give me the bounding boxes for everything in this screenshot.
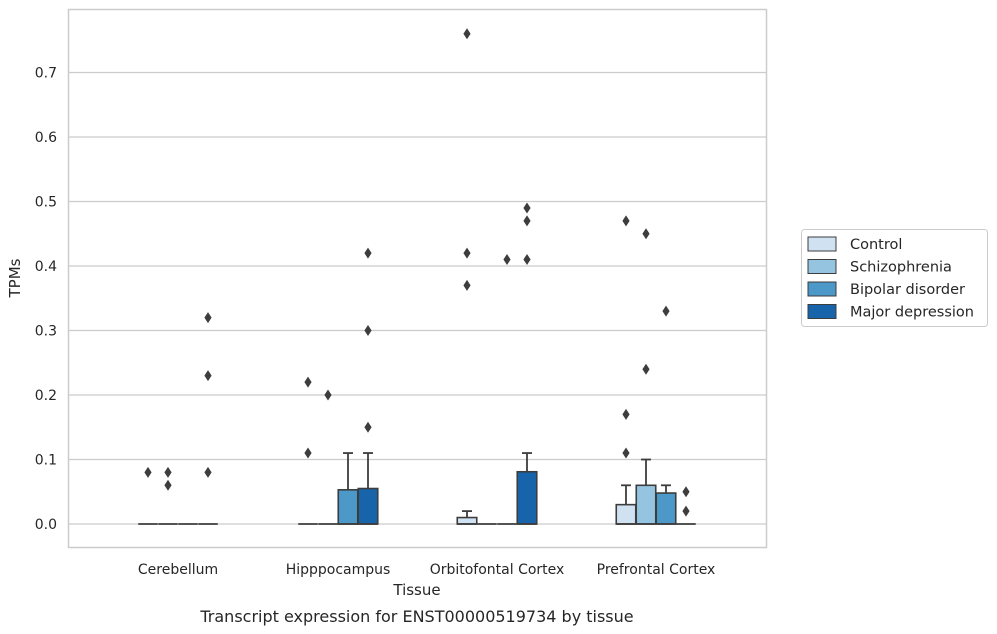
outlier-point [364,421,372,433]
outlier-point [364,247,372,259]
outlier-point [463,247,471,259]
legend-label: Control [850,237,902,253]
x-tick-labels: Cerebellum Hipppocampus Orbitofontal Corte… [138,562,715,578]
box-body [516,470,538,525]
outlier-point [523,202,531,214]
x-tick-label: Prefrontal Cortex [597,562,716,578]
box [357,452,379,525]
outlier-layer [144,28,690,517]
y-tick-label: 0.2 [35,388,57,404]
plot-frame [67,8,768,549]
box-body [456,516,478,525]
y-tick-labels: 0.0 0.1 0.2 0.3 0.4 0.5 0.6 0.7 [35,66,57,534]
outlier-point [503,254,511,266]
box-body [655,492,677,525]
x-tick-label: Hipppocampus [286,562,391,578]
y-axis-label: TPMs [6,258,24,298]
outlier-point [144,466,152,478]
box [655,484,677,525]
outlier-point [324,389,332,401]
x-axis-label: Tissue [392,581,440,599]
outlier-point [164,466,172,478]
y-tick-label: 0.6 [35,130,57,146]
outlier-point [523,254,531,266]
outlier-point [463,279,471,291]
legend-label: Bipolar disorder [850,282,965,298]
outlier-point [523,215,531,227]
y-tick-label: 0.1 [35,453,57,469]
legend-label: Major depression [850,305,974,321]
outlier-point [642,228,650,240]
box [337,452,359,525]
x-tick-label: Orbitofontal Cortex [430,562,565,578]
box-body [337,489,359,525]
box-layer [138,452,696,525]
outlier-point [622,215,630,227]
outlier-point [682,505,690,517]
y-tick-label: 0.0 [35,517,57,533]
box [516,452,538,525]
box-body [615,503,637,525]
box [615,484,637,525]
outlier-point [164,479,172,491]
legend-swatch [807,236,837,252]
outlier-point [622,447,630,459]
outlier-point [304,447,312,459]
legend: Control Schizophrenia Bipolar disorder Majo… [801,229,988,327]
legend-frame [801,229,988,327]
box-body [635,484,657,525]
outlier-point [682,486,690,498]
outlier-point [662,305,670,317]
y-tick-label: 0.4 [35,259,57,275]
outlier-point [204,466,212,478]
legend-swatch [807,304,837,319]
legend-swatch [807,259,837,274]
legend-swatch [807,281,837,297]
box [635,458,657,525]
outlier-point [622,408,630,420]
outlier-point [304,376,312,388]
y-tick-label: 0.7 [35,66,57,82]
y-tick-label: 0.3 [35,324,57,340]
chart-caption: Transcript expression for ENST0000051973… [199,607,633,626]
box-body [357,487,379,525]
grid-layer [68,71,767,525]
legend-label: Schizophrenia [850,260,952,276]
outlier-point [364,325,372,336]
outlier-point [204,312,212,324]
y-tick-label: 0.5 [35,195,57,211]
outlier-point [204,370,212,382]
box [456,510,478,525]
x-tick-label: Cerebellum [138,562,218,578]
outlier-point [463,28,471,40]
outlier-point [642,363,650,375]
